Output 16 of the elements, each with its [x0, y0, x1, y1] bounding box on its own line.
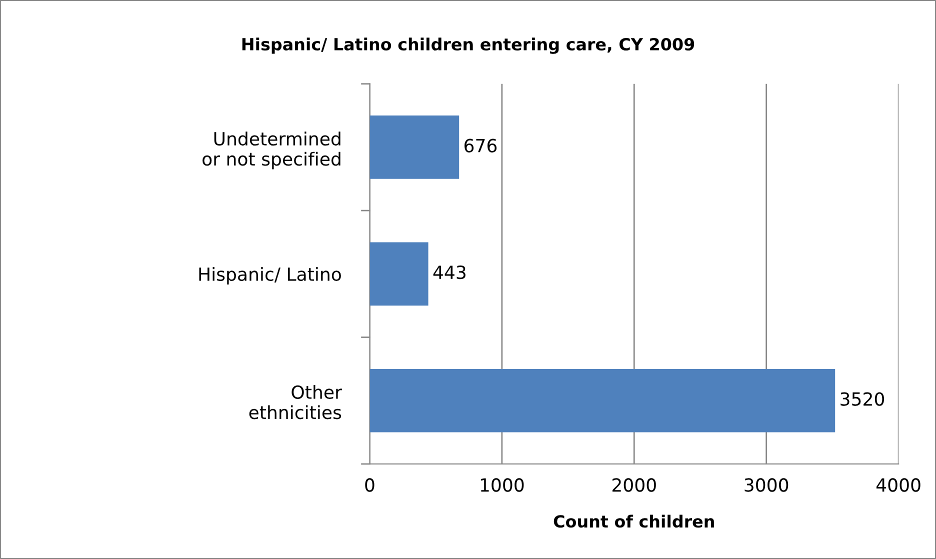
y-tick-label: Hispanic/ Latino — [199, 267, 341, 285]
bar — [370, 368, 836, 432]
y-tick-label: Other ethnicities — [249, 385, 342, 420]
x-tick-label: 3000 — [744, 478, 788, 492]
bar — [370, 116, 460, 179]
x-tick-label: 1000 — [480, 478, 524, 492]
x-axis-title: Count of children — [554, 514, 714, 528]
data-label: 676 — [464, 138, 497, 152]
chart-title: Hispanic/ Latino children entering care, CY 2009 — [242, 38, 694, 54]
data-label: 443 — [433, 265, 466, 280]
y-tick-label: Undetermined or not specified — [202, 132, 340, 170]
bar — [370, 242, 428, 306]
x-tick-label: 4000 — [876, 478, 920, 492]
x-tick-label: 0 — [365, 478, 374, 492]
x-tick-label: 2000 — [612, 478, 656, 492]
data-label: 3520 — [840, 392, 884, 406]
